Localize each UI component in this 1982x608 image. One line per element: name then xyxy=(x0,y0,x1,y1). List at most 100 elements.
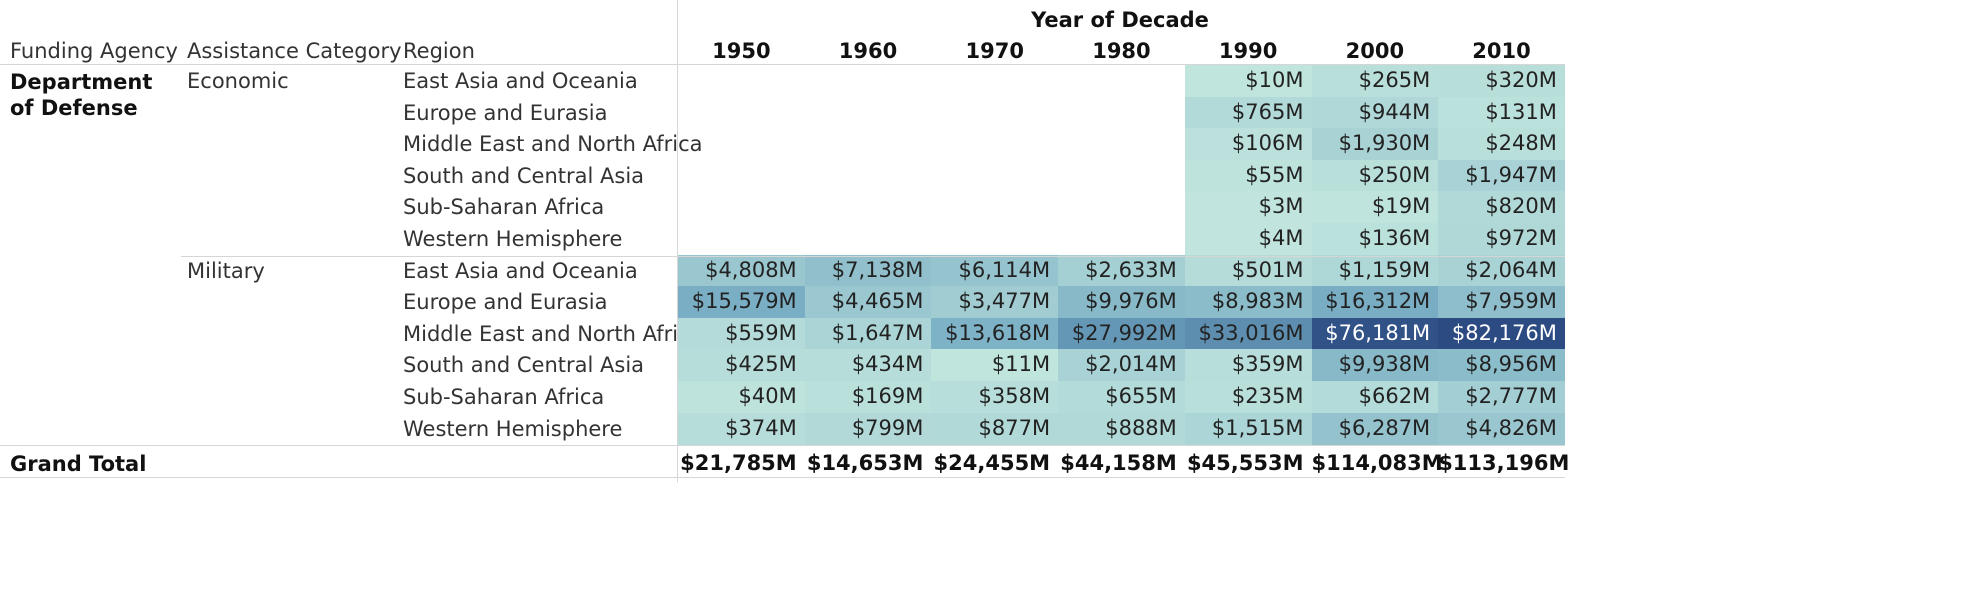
grand-total-value: $113,196M xyxy=(1438,451,1570,475)
region-label: East Asia and Oceania xyxy=(403,69,638,93)
cell-value-label: $131M xyxy=(1485,99,1557,124)
year-of-decade-header: Year of Decade xyxy=(1031,8,1209,32)
cell-value-label: $1,159M xyxy=(1338,257,1431,282)
cell-value-label: $6,114M xyxy=(958,257,1051,282)
cell-value-label: $6,287M xyxy=(1338,415,1431,440)
cell-value-label: $265M xyxy=(1358,68,1431,92)
heatmap-cell xyxy=(1311,191,1439,224)
cell-value-label: $15,579M xyxy=(691,289,797,314)
cell-value-label: $27,992M xyxy=(1071,320,1177,345)
cell-value-label: $82,176M xyxy=(1451,320,1557,345)
cell-value-label: $799M xyxy=(851,415,924,440)
heatmap-cell xyxy=(1184,191,1312,224)
region-label: Middle East and North Africa xyxy=(403,132,703,157)
cell-value-label: $359M xyxy=(1231,352,1304,377)
grand-total-value: $45,553M xyxy=(1186,451,1304,475)
divider-bottom xyxy=(0,477,1565,478)
heatmap-cell xyxy=(1438,254,1566,287)
heatmap-cell xyxy=(1184,65,1312,98)
cell-value-label: $320M xyxy=(1485,68,1557,92)
cell-value-label: $1,647M xyxy=(831,320,924,345)
cell-value-label: $13,618M xyxy=(945,320,1051,345)
cell-value-label: $1,947M xyxy=(1465,162,1557,187)
heatmap-cell xyxy=(1184,128,1312,161)
heatmap-cell xyxy=(1184,381,1312,414)
cell-value-label: $662M xyxy=(1358,384,1431,408)
cell-value-label: $972M xyxy=(1485,226,1557,250)
cell-value-label: $40M xyxy=(738,384,797,408)
heatmap-cell xyxy=(931,286,1059,319)
heatmap-cell xyxy=(1311,412,1439,445)
heatmap-cell xyxy=(1184,223,1312,256)
heatmap-cell xyxy=(1438,317,1566,350)
category-economic: Economic xyxy=(187,69,289,93)
heatmap-cell xyxy=(1438,191,1566,224)
cell-value-label: $8,983M xyxy=(1211,289,1304,314)
heatmap-cell xyxy=(1058,381,1186,414)
cell-value-label: $7,959M xyxy=(1465,289,1557,314)
heatmap-cell xyxy=(678,317,806,350)
cell-value-label: $235M xyxy=(1231,384,1304,408)
heatmap-cell xyxy=(1184,159,1312,192)
cell-value-label: $655M xyxy=(1105,384,1177,408)
cell-value-label: $1,930M xyxy=(1338,131,1431,156)
heatmap-cell xyxy=(931,412,1059,445)
cell-value-label: $4,465M xyxy=(831,289,924,314)
region-label: Middle East and North Africa xyxy=(403,321,703,346)
year-header-1950: 1950 xyxy=(712,39,771,63)
heatmap-cell xyxy=(804,254,932,287)
heatmap-cell xyxy=(931,317,1059,350)
grand-total-label: Grand Total xyxy=(10,452,147,476)
cell-value-label: $358M xyxy=(978,384,1051,408)
heatmap-cell xyxy=(1311,286,1439,319)
cell-value-label: $106M xyxy=(1231,131,1304,156)
region-header: Region xyxy=(403,39,475,63)
heatmap-cell xyxy=(1438,128,1566,161)
heatmap-cell xyxy=(1058,412,1186,445)
heatmap-cell xyxy=(1184,412,1312,445)
funding-agency-dod: Department of Defense xyxy=(10,70,153,120)
cell-value-label: $1,515M xyxy=(1211,415,1304,440)
cell-value-label: $374M xyxy=(725,415,797,440)
cell-value-label: $425M xyxy=(725,352,797,377)
region-label: South and Central Asia xyxy=(403,353,645,378)
cell-value-label: $250M xyxy=(1358,162,1431,187)
grand-total-value: $24,455M xyxy=(933,451,1051,475)
cell-value-label: $434M xyxy=(851,352,924,377)
heatmap-cell xyxy=(1438,349,1566,382)
cell-value-label: $8,956M xyxy=(1465,352,1557,377)
heatmap-cell xyxy=(678,412,806,445)
cell-value-label: $9,976M xyxy=(1085,289,1177,314)
year-header-1980: 1980 xyxy=(1092,39,1151,63)
cell-value-label: $7,138M xyxy=(831,257,924,282)
heatmap-cell xyxy=(804,412,932,445)
heatmap-cell xyxy=(804,381,932,414)
region-label: Sub-Saharan Africa xyxy=(403,385,605,409)
divider-total xyxy=(0,445,1565,446)
cell-value-label: $888M xyxy=(1105,415,1177,440)
grand-total-value: $14,653M xyxy=(806,451,924,475)
cell-value-label: $248M xyxy=(1485,131,1557,156)
heatmap-cell xyxy=(804,349,932,382)
divider-header xyxy=(0,64,1565,65)
cell-value-label: $169M xyxy=(851,384,924,408)
cell-value-label: $16,312M xyxy=(1325,289,1431,314)
category-military: Military xyxy=(187,258,265,283)
region-label: South and Central Asia xyxy=(403,163,645,188)
heatmap-cell xyxy=(1438,223,1566,256)
cell-value-label: $820M xyxy=(1485,194,1557,219)
cell-value-label: $136M xyxy=(1358,226,1431,250)
cell-value-label: $2,064M xyxy=(1465,257,1557,282)
cell-value-label: $877M xyxy=(978,415,1051,440)
cell-value-label: $4,808M xyxy=(705,257,797,282)
cell-value-label: $4,826M xyxy=(1465,415,1557,440)
heatmap-cell xyxy=(678,286,806,319)
cell-value-label: $11M xyxy=(991,352,1051,377)
heatmap-cell xyxy=(678,381,806,414)
cell-value-label: $19M xyxy=(1371,194,1431,219)
grand-total-value: $44,158M xyxy=(1060,451,1177,475)
grand-total-value: $114,083M xyxy=(1311,451,1443,475)
heatmap-cell xyxy=(1058,317,1186,350)
heatmap-cell xyxy=(1058,349,1186,382)
region-label: Europe and Eurasia xyxy=(403,100,608,125)
